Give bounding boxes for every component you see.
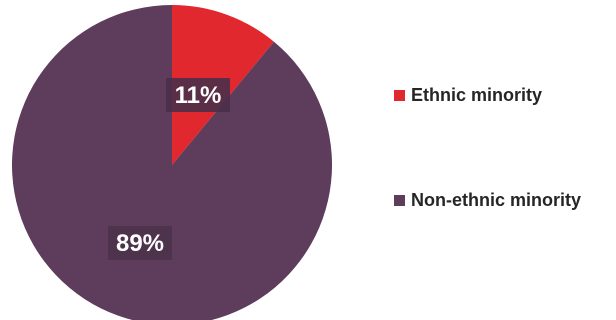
data-label-box-non-ethnic-minority bbox=[108, 226, 172, 260]
data-label-ethnic-minority: 11% bbox=[175, 82, 222, 109]
data-label-non-ethnic-minority: 89% bbox=[116, 230, 164, 257]
pie-slice-non-ethnic-minority bbox=[12, 5, 332, 320]
legend: Ethnic minority Non-ethnic minority bbox=[394, 84, 609, 211]
legend-swatch-ethnic-minority bbox=[394, 90, 405, 101]
legend-item-ethnic-minority: Ethnic minority bbox=[394, 84, 609, 106]
legend-label-non-ethnic-minority: Non-ethnic minority bbox=[411, 190, 581, 210]
legend-label-ethnic-minority: Ethnic minority bbox=[411, 85, 543, 105]
legend-item-non-ethnic-minority: Non-ethnic minority bbox=[394, 189, 609, 211]
legend-swatch-non-ethnic-minority bbox=[394, 195, 405, 206]
data-label-box-ethnic-minority bbox=[166, 78, 230, 112]
